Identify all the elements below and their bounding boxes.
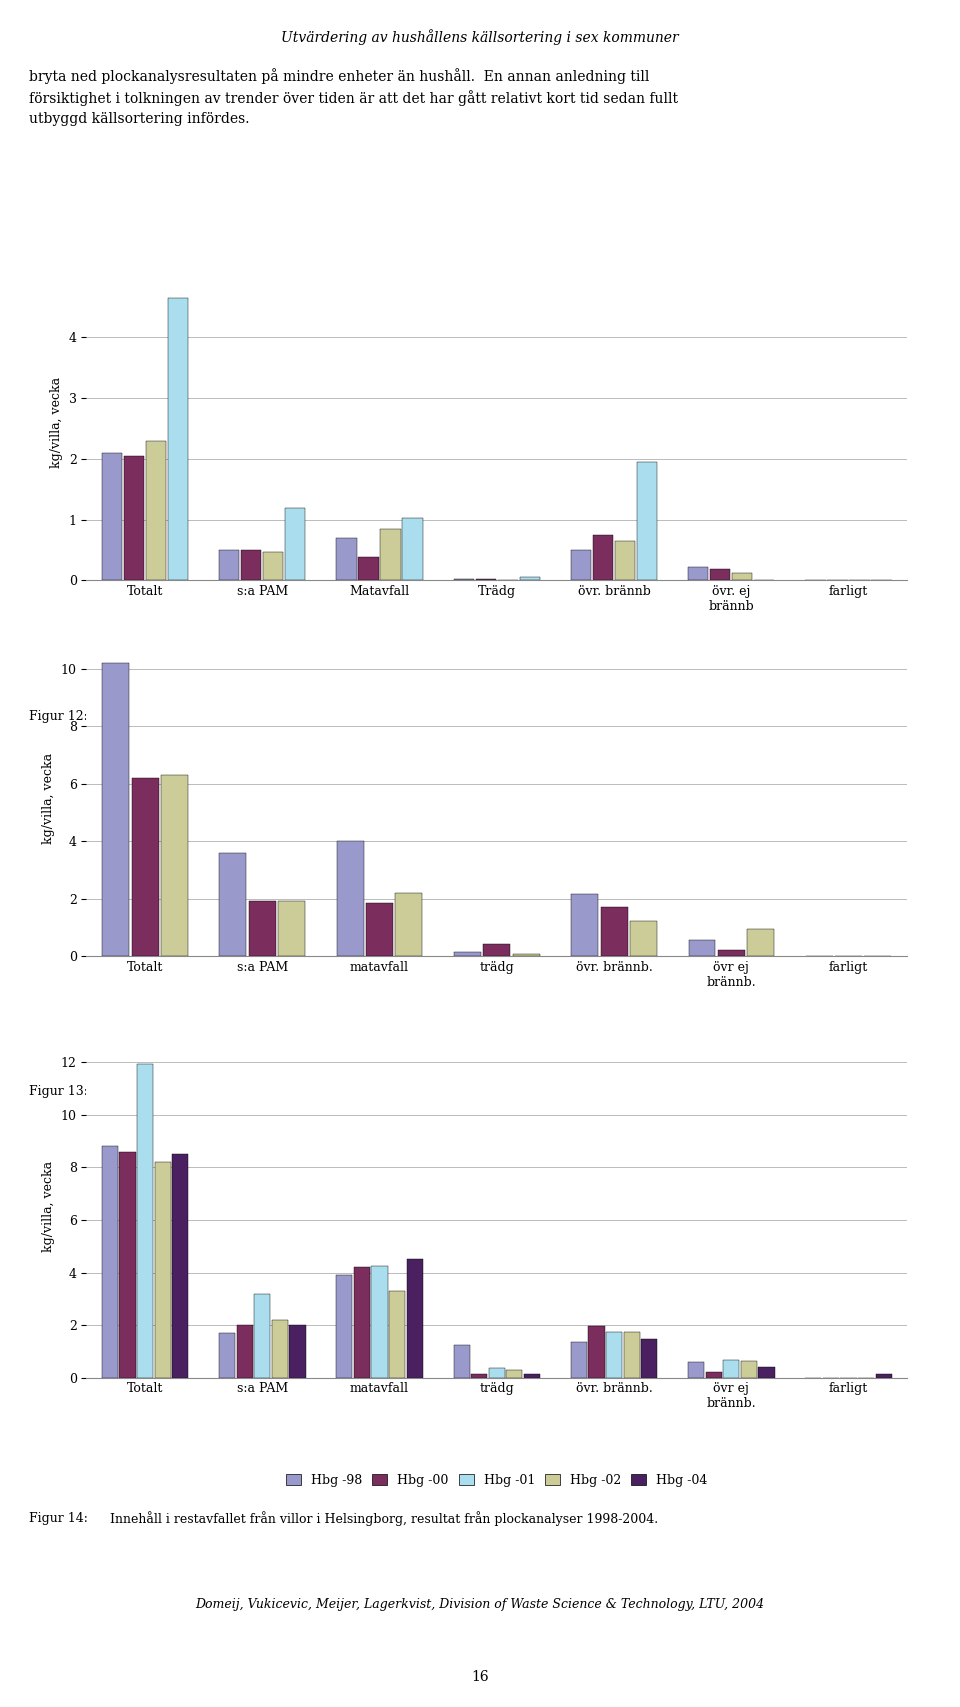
Bar xyxy=(588,1326,605,1378)
Bar xyxy=(285,507,305,580)
Bar xyxy=(272,1320,288,1378)
Bar xyxy=(389,1290,405,1378)
Bar xyxy=(289,1325,305,1378)
Bar xyxy=(407,1260,422,1378)
Text: Innehåll i restavfallet från villor i Helsingborg, resultat från plockanalyser 1: Innehåll i restavfallet från villor i He… xyxy=(110,1511,659,1526)
Bar xyxy=(718,949,745,956)
Bar xyxy=(249,901,276,956)
Bar xyxy=(220,852,247,956)
Bar xyxy=(172,1154,188,1378)
Bar xyxy=(453,1345,469,1378)
Text: Innehåll i restavfallet från villor i Bjuv, resultat från plockanalyser 2001-200: Innehåll i restavfallet från villor i Bj… xyxy=(110,708,607,724)
Bar xyxy=(241,550,261,580)
Bar xyxy=(706,1372,722,1378)
Text: bryta ned plockanalysresultaten på mindre enheter än hushåll.  En annan anlednin: bryta ned plockanalysresultaten på mindr… xyxy=(29,68,678,126)
Bar xyxy=(571,894,598,956)
Bar xyxy=(758,1367,775,1378)
Bar xyxy=(236,1325,252,1378)
Bar xyxy=(615,541,636,580)
Bar xyxy=(402,519,422,580)
Bar xyxy=(124,456,144,580)
Bar xyxy=(741,1360,757,1378)
Bar xyxy=(723,1360,739,1378)
Bar xyxy=(454,953,481,956)
Bar xyxy=(336,1275,352,1378)
Bar xyxy=(119,1152,135,1378)
Bar xyxy=(641,1340,658,1378)
Bar xyxy=(380,529,400,580)
Bar xyxy=(636,463,658,580)
Legend: Hbg -98, Hbg -00, Hbg -01, Hbg -02, Hbg -04: Hbg -98, Hbg -00, Hbg -01, Hbg -02, Hbg … xyxy=(281,1470,712,1492)
Bar xyxy=(366,903,393,956)
Bar xyxy=(337,842,364,956)
Bar xyxy=(219,550,239,580)
Bar xyxy=(132,778,158,956)
Bar xyxy=(524,1374,540,1378)
Bar xyxy=(688,941,715,956)
Bar xyxy=(354,1267,370,1378)
Bar xyxy=(630,922,657,956)
Text: Figur 12:: Figur 12: xyxy=(29,710,87,722)
Text: 16: 16 xyxy=(471,1669,489,1685)
Bar xyxy=(506,1369,522,1378)
Bar xyxy=(688,1362,705,1378)
Bar xyxy=(155,1162,171,1378)
Bar xyxy=(747,929,774,956)
Bar xyxy=(519,577,540,580)
Bar xyxy=(606,1331,622,1378)
Bar xyxy=(219,1333,235,1378)
Bar xyxy=(102,1147,118,1378)
Bar xyxy=(688,567,708,580)
Y-axis label: kg/villa, vecka: kg/villa, vecka xyxy=(50,377,63,468)
Bar xyxy=(710,570,731,580)
Bar xyxy=(489,1369,505,1378)
Bar xyxy=(601,906,628,956)
Bar xyxy=(336,538,357,580)
Text: Utvärdering av hushållens källsortering i sex kommuner: Utvärdering av hushållens källsortering … xyxy=(281,29,679,46)
Bar xyxy=(571,550,591,580)
Bar xyxy=(102,662,130,956)
Bar xyxy=(278,901,305,956)
Text: Domeij, Vukicevic, Meijer, Lagerkvist, Division of Waste Science & Technology, L: Domeij, Vukicevic, Meijer, Lagerkvist, D… xyxy=(196,1598,764,1611)
Bar xyxy=(513,954,540,956)
Bar xyxy=(593,534,613,580)
Bar xyxy=(571,1342,587,1378)
Bar xyxy=(358,556,378,580)
Text: Figur 14:: Figur 14: xyxy=(29,1512,87,1524)
Text: Innehåll i restavfallet i kg/villa*vecka i Åstorp, resultat från plockanalyser 2: Innehåll i restavfallet i kg/villa*vecka… xyxy=(110,1084,657,1099)
Bar xyxy=(876,1374,892,1378)
Bar xyxy=(254,1294,271,1378)
Y-axis label: kg/villa, vecka: kg/villa, vecka xyxy=(42,1161,55,1253)
Bar xyxy=(146,440,166,580)
Bar xyxy=(471,1374,488,1378)
Bar xyxy=(483,944,511,956)
Y-axis label: kg/villa, vecka: kg/villa, vecka xyxy=(42,753,55,843)
Bar xyxy=(372,1267,388,1378)
Bar xyxy=(137,1063,153,1378)
Bar xyxy=(732,574,753,580)
Bar xyxy=(624,1331,639,1378)
Bar xyxy=(263,551,283,580)
Bar xyxy=(161,775,188,956)
Legend: sep-01, feb-02, okt-02, apr-04: sep-01, feb-02, okt-02, apr-04 xyxy=(345,666,649,688)
Bar xyxy=(102,452,122,580)
Text: Figur 13:: Figur 13: xyxy=(29,1086,87,1098)
Bar xyxy=(396,893,422,956)
Legend: nov-00, sep-01, nov-02: nov-00, sep-01, nov-02 xyxy=(380,1041,613,1063)
Bar xyxy=(168,299,188,580)
